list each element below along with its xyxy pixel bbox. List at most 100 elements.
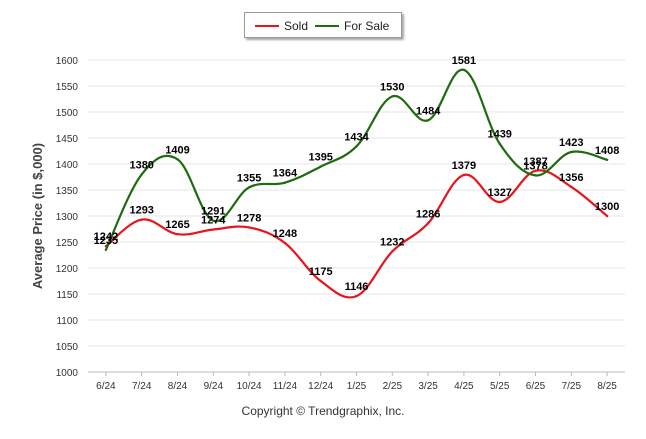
x-tick-label: 7/25 [562, 381, 582, 392]
y-tick-label: 1500 [56, 108, 79, 119]
x-tick-label: 4/25 [454, 381, 474, 392]
data-label-for-sale: 1581 [452, 55, 476, 67]
data-label-for-sale: 1439 [487, 129, 511, 141]
data-label-for-sale: 1364 [273, 168, 298, 180]
x-tick-label: 2/25 [383, 381, 403, 392]
data-label-for-sale: 1355 [237, 172, 261, 184]
data-label-sold: 1175 [309, 266, 333, 278]
y-tick-label: 1600 [56, 56, 79, 67]
data-label-for-sale: 1380 [129, 159, 153, 171]
data-point-sold [247, 226, 251, 229]
x-tick-label: 12/24 [308, 381, 333, 392]
data-label-sold: 1293 [129, 205, 153, 217]
x-tick-label: 3/25 [418, 381, 438, 392]
x-tick-label: 8/25 [597, 381, 617, 392]
data-point-for-sale [212, 219, 215, 222]
data-point-for-sale [426, 119, 430, 122]
data-point-sold [570, 185, 573, 189]
data-label-sold: 1248 [273, 228, 297, 240]
y-tick-label: 1200 [56, 264, 79, 275]
data-point-for-sale [140, 173, 143, 176]
x-axis-ticks: 6/24 7/24 8/24 9/24 10/24 11/24 12/24 1/25 2/25 3… [96, 372, 617, 392]
data-point-for-sale [283, 181, 287, 184]
data-point-for-sale [176, 158, 179, 161]
data-point-for-sale [462, 68, 466, 72]
data-label-for-sale: 1395 [308, 152, 332, 164]
legend-label-sold: Sold [284, 19, 309, 33]
x-tick-label: 9/24 [204, 381, 224, 392]
data-point-for-sale [534, 174, 537, 177]
data-label-sold: 1379 [452, 160, 476, 172]
data-point-for-sale [391, 95, 394, 98]
series-line-sold [104, 169, 609, 299]
x-tick-label: 6/25 [526, 381, 546, 392]
y-tick-label: 1050 [56, 342, 79, 353]
data-point-for-sale [319, 165, 322, 168]
y-tick-label: 1450 [56, 134, 79, 145]
data-label-sold: 1146 [345, 281, 369, 293]
y-tick-label: 1250 [56, 238, 79, 249]
series-lines [104, 68, 609, 299]
data-point-for-sale [104, 248, 108, 251]
x-tick-label: 6/24 [96, 381, 116, 392]
data-point-sold [140, 218, 143, 221]
data-point-sold [283, 241, 287, 245]
data-label-sold: 1286 [416, 208, 440, 220]
data-label-sold: 1232 [380, 236, 404, 248]
data-point-sold [391, 250, 394, 253]
x-tick-label: 8/24 [168, 381, 188, 392]
y-tick-label: 1300 [56, 212, 79, 223]
x-tick-label: 5/25 [490, 381, 510, 392]
data-label-for-sale: 1235 [94, 235, 118, 247]
y-axis-ticks: 1000 1050 1100 1150 1200 1250 1300 1350 1400 1450… [56, 56, 79, 379]
x-tick-label: 10/24 [237, 381, 262, 392]
data-labels: 1242 1293 1265 1274 1278 1248 1175 1146 1232 1286… [94, 55, 620, 293]
data-label-sold: 1265 [165, 219, 189, 231]
legend-item-sold[interactable]: Sold [255, 18, 308, 34]
data-label-sold: 1387 [523, 156, 547, 168]
data-label-sold: 1327 [487, 187, 511, 199]
data-label-for-sale: 1291 [201, 206, 225, 218]
data-label-sold: 1242 [94, 231, 118, 243]
data-point-sold [498, 200, 501, 204]
y-tick-label: 1150 [56, 290, 78, 301]
data-label-sold: 1300 [595, 201, 619, 213]
data-point-for-sale [498, 142, 501, 145]
x-tick-label: 11/24 [273, 381, 298, 392]
data-point-for-sale [355, 145, 358, 148]
legend-label-for-sale: For Sale [344, 19, 390, 33]
data-label-for-sale: 1423 [559, 137, 583, 149]
data-label-for-sale: 1378 [523, 160, 547, 172]
data-label-sold: 1278 [237, 212, 261, 224]
data-label-for-sale: 1434 [344, 131, 369, 143]
legend-swatch-sold [255, 25, 279, 27]
x-tick-label: 1/25 [347, 381, 367, 392]
y-tick-label: 1400 [56, 160, 79, 171]
legend-item-for-sale[interactable]: For Sale [315, 18, 389, 34]
data-label-for-sale: 1484 [416, 105, 441, 117]
data-label-sold: 1274 [201, 215, 226, 227]
y-tick-label: 1000 [56, 368, 79, 379]
data-point-for-sale [570, 150, 573, 154]
data-label-sold: 1356 [559, 172, 583, 184]
data-label-for-sale: 1408 [595, 145, 619, 157]
legend-swatch-for-sale [315, 25, 339, 27]
y-tick-label: 1100 [56, 316, 78, 327]
legend: Sold For Sale [244, 12, 402, 38]
data-point-sold [462, 173, 466, 177]
data-label-for-sale: 1530 [380, 81, 404, 93]
x-tick-label: 7/24 [132, 381, 152, 392]
y-axis-title: Average Price (in $,000) [30, 143, 45, 289]
data-point-for-sale [247, 186, 251, 189]
y-tick-label: 1350 [56, 186, 79, 197]
grid-lines [88, 59, 625, 373]
data-point-sold [534, 169, 537, 172]
data-point-sold [426, 222, 430, 225]
data-point-sold [176, 233, 179, 236]
data-point-sold [212, 228, 215, 231]
data-label-for-sale: 1409 [165, 144, 189, 156]
data-point-sold [319, 279, 322, 283]
copyright-text: Copyright © Trendgraphix, Inc. [241, 404, 405, 418]
